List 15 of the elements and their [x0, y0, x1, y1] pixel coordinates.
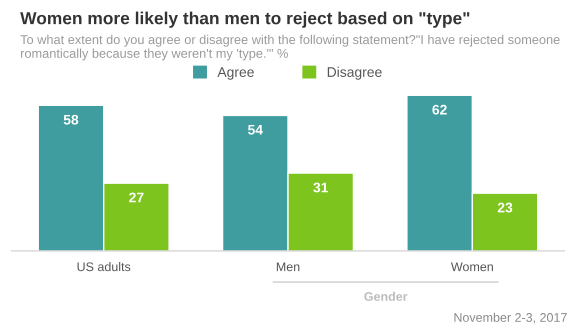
text: November 2-3, 2017	[454, 312, 567, 324]
x-tick-label: US adults	[78, 262, 130, 272]
data-label: 62	[432, 104, 447, 115]
data-label: 27	[129, 192, 144, 202]
data-label: 31	[313, 182, 328, 192]
data-label: 23	[498, 202, 512, 212]
chart-title: Women more likely than men to reject based on "type"	[20, 12, 470, 28]
data-label: 54	[248, 124, 263, 135]
text: Gender	[364, 292, 408, 301]
legend-label: Disagree	[328, 66, 382, 80]
data-label: 58	[64, 114, 78, 125]
legend-label: Agree	[217, 67, 254, 80]
x-tick-label: Women	[450, 262, 493, 272]
x-tick-label: Men	[276, 262, 300, 272]
chart-subtitle: To what extent do you agree or disagree with the following statement?"I have rejected someone romantically because they weren't my 'type.'" %	[20, 34, 560, 60]
